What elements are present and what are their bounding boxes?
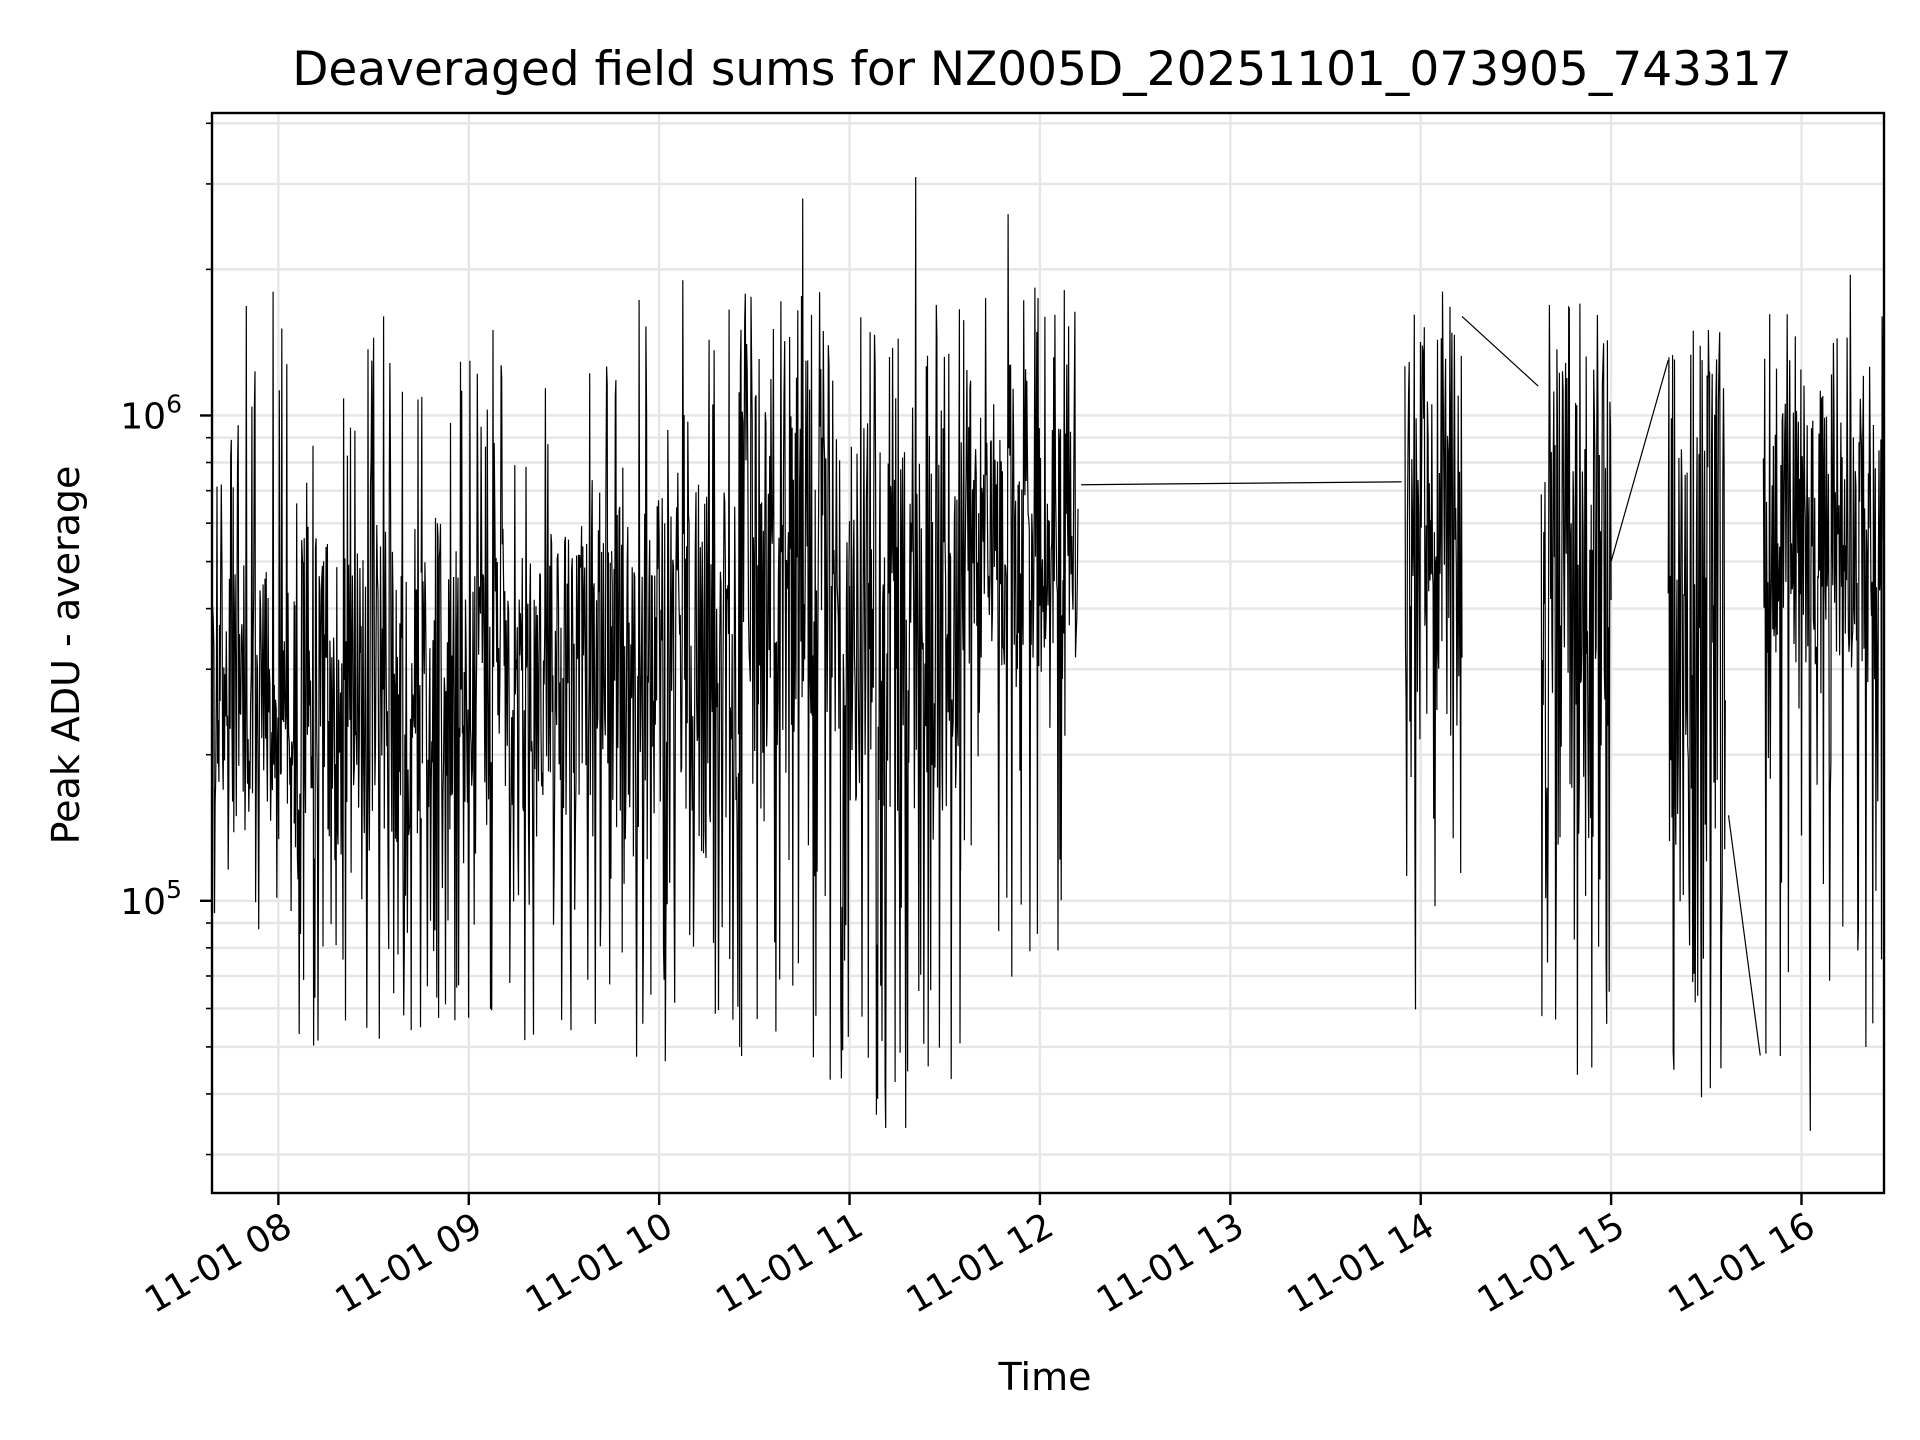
y-tick-label: 105 <box>120 875 182 923</box>
series-segment <box>611 280 740 1062</box>
series-connector <box>1081 481 1402 486</box>
series-segment <box>293 316 422 1046</box>
series-connector <box>1461 315 1539 387</box>
series-segment <box>1762 274 1885 1131</box>
series-line <box>211 176 1885 1131</box>
series-segment <box>211 291 295 930</box>
y-axis-label: Peak ADU - average <box>44 466 88 845</box>
series-segment <box>960 214 1079 977</box>
series-segment <box>420 329 613 1041</box>
series-segment <box>1667 329 1726 1098</box>
series-connector <box>1727 815 1761 1056</box>
x-axis-label: Time <box>998 1355 1092 1399</box>
axes-frame <box>210 111 1886 1195</box>
chart-title: Deaveraged field sums for NZ005D_2025110… <box>292 42 1792 97</box>
series-segment <box>1540 303 1612 1075</box>
series-segment <box>848 176 962 1129</box>
series-connector <box>1610 360 1669 562</box>
y-tick-label: 106 <box>120 389 182 437</box>
plot-area <box>211 176 1885 1131</box>
series-segment <box>1404 291 1463 1010</box>
series-segment <box>737 198 851 1080</box>
